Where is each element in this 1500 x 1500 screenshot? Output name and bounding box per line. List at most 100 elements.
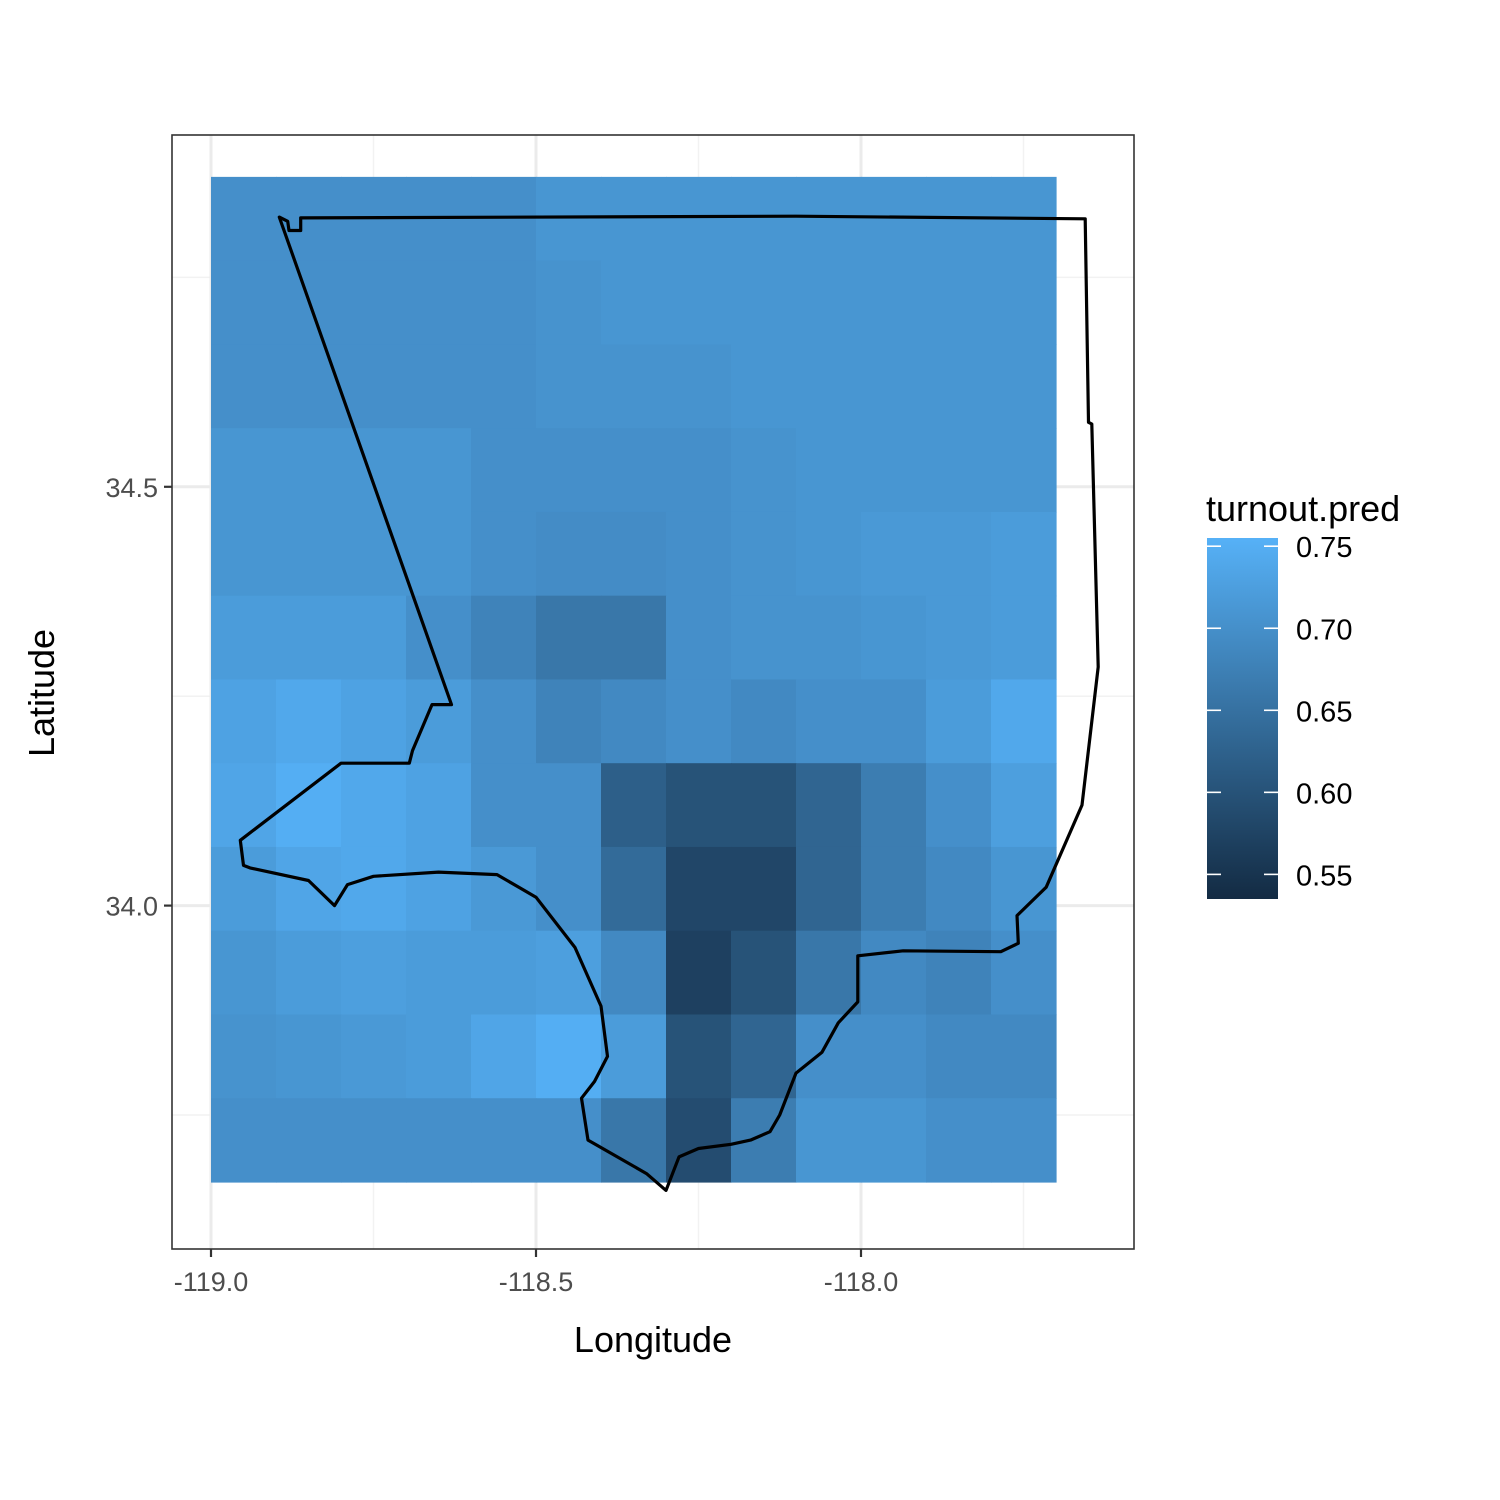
heatmap-tile (926, 511, 992, 597)
heatmap-tile (666, 344, 732, 429)
y-axis-title: Latitude (21, 629, 62, 757)
heatmap-tile (406, 428, 472, 513)
heatmap-tile (861, 176, 927, 262)
heatmap-tile (861, 846, 927, 932)
heatmap-tile (926, 679, 992, 764)
heatmap-tile (731, 679, 797, 764)
heatmap-tile (601, 763, 667, 848)
heatmap-tile (276, 679, 342, 764)
heatmap-tile (601, 428, 667, 513)
axes: -119.0 -118.5 -118.0 34.5 34.0 (105, 473, 898, 1297)
heatmap-tile (211, 428, 277, 513)
heatmap-tile (926, 1014, 992, 1099)
heatmap-tile (471, 176, 537, 262)
heatmap-tile (796, 763, 862, 848)
heatmap-tile (926, 930, 992, 1016)
heatmap-tile (991, 428, 1057, 513)
heatmap-tile (536, 344, 602, 429)
heatmap-tile (991, 679, 1057, 764)
heatmap-tile (991, 511, 1057, 597)
heatmap-tile (406, 846, 472, 932)
heatmap-tile (991, 763, 1057, 848)
legend-colorbar (1207, 538, 1278, 899)
heatmap-tile (861, 428, 927, 513)
heatmap-tile (861, 1014, 927, 1099)
heatmap-tile (341, 1014, 407, 1099)
heatmap-tile (536, 176, 602, 262)
panel-frame (171, 134, 1135, 1250)
heatmap-tile (276, 428, 342, 513)
heatmap-tile (991, 260, 1057, 345)
legend-label: 0.60 (1296, 778, 1352, 810)
heatmap-tile (796, 176, 862, 262)
legend-label: 0.70 (1296, 614, 1352, 646)
heatmap-tile (471, 679, 537, 764)
heatmap-tile (666, 595, 732, 681)
heatmap-tile (406, 679, 472, 764)
heatmap-tile (731, 511, 797, 597)
heatmap-tile (536, 846, 602, 932)
heatmap-tile (666, 1014, 732, 1099)
heatmap-tile (536, 511, 602, 597)
heatmap-tile (731, 763, 797, 848)
heatmap-tiles (211, 176, 1057, 1183)
heatmap-tile (211, 344, 277, 429)
x-tick-label: -118.5 (499, 1267, 574, 1297)
heatmap-tile (471, 846, 537, 932)
heatmap-tile (211, 176, 277, 262)
heatmap-tile (796, 1014, 862, 1099)
heatmap-tile (406, 344, 472, 429)
heatmap-tile (341, 511, 407, 597)
heatmap-tile (731, 260, 797, 345)
heatmap-tile (276, 511, 342, 597)
heatmap-tile (731, 595, 797, 681)
heatmap-tile (666, 176, 732, 262)
heatmap-tile (276, 930, 342, 1016)
heatmap-tile (796, 511, 862, 597)
heatmap-tile (991, 344, 1057, 429)
legend-label: 0.75 (1296, 532, 1352, 564)
heatmap-tile (536, 260, 602, 345)
heatmap-tile (796, 1098, 862, 1183)
heatmap-tile (861, 930, 927, 1016)
heatmap-tile (926, 595, 992, 681)
heatmap-tile (211, 679, 277, 764)
heatmap-tile (731, 344, 797, 429)
heatmap-tile (926, 763, 992, 848)
heatmap-tile (341, 428, 407, 513)
y-tick-label: 34.0 (105, 892, 158, 922)
heatmap-tile (666, 930, 732, 1016)
heatmap-tile (796, 679, 862, 764)
heatmap-tile (666, 763, 732, 848)
heatmap-tile (276, 1014, 342, 1099)
heatmap-tile (341, 1098, 407, 1183)
heatmap-tile (471, 344, 537, 429)
heatmap-tile (861, 679, 927, 764)
heatmap-tile (341, 260, 407, 345)
heatmap-tile (471, 260, 537, 345)
x-tick-label: -119.0 (174, 1267, 249, 1297)
heatmap-tile (211, 763, 277, 848)
heatmap-tile (601, 930, 667, 1016)
heatmap-tile (731, 1014, 797, 1099)
heatmap-tile (666, 511, 732, 597)
heatmap-tile (276, 846, 342, 932)
heatmap-tile (861, 344, 927, 429)
heatmap-tile (861, 763, 927, 848)
heatmap-tile (796, 260, 862, 345)
heatmap-tile (796, 428, 862, 513)
heatmap-tile (601, 1098, 667, 1183)
heatmap-tile (211, 1014, 277, 1099)
panel-border (171, 134, 1135, 1250)
heatmap-tile (601, 1014, 667, 1099)
legend-title: turnout.pred (1206, 488, 1400, 529)
heatmap-tile (601, 595, 667, 681)
heatmap-tile (666, 260, 732, 345)
boundary-lines (238, 214, 1100, 1192)
heatmap-tile (796, 595, 862, 681)
heatmap-tile (341, 595, 407, 681)
heatmap-tile (666, 846, 732, 932)
heatmap-tile (276, 1098, 342, 1183)
heatmap-tile (406, 511, 472, 597)
